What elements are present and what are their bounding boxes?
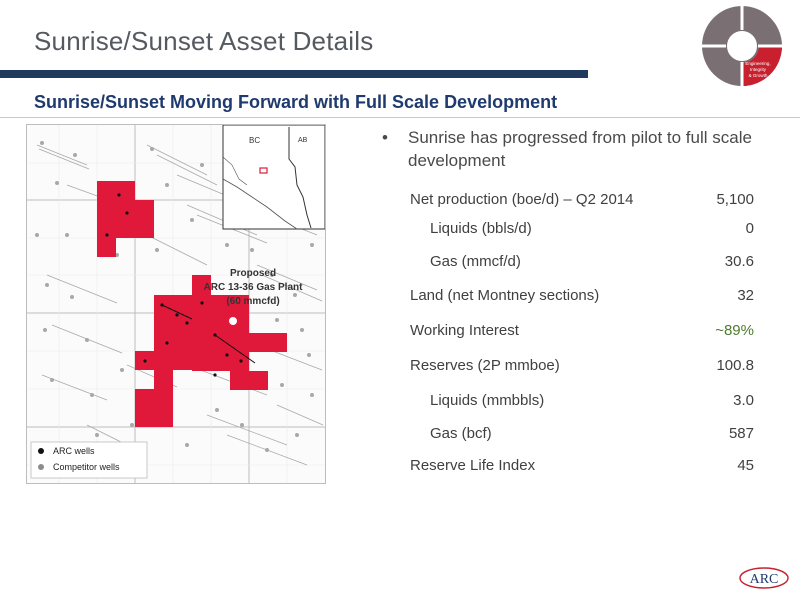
bullet-marker: • (382, 128, 388, 147)
stat-row-working-interest: Working Interest ~89% (410, 322, 754, 342)
stat-row-reserve-life: Reserve Life Index 45 (410, 457, 754, 477)
slide-subtitle: Sunrise/Sunset Moving Forward with Full … (34, 92, 558, 112)
title-bar (0, 70, 588, 78)
plant-label-1: Proposed (230, 268, 276, 279)
map-legend (30, 441, 148, 479)
legend-competitor-marker (38, 464, 44, 470)
wheel-text-1: Engineering, (745, 61, 770, 66)
inset-label-ab: AB (298, 137, 308, 144)
slide-title: Sunrise/Sunset Asset Details (34, 26, 374, 56)
wheel-text-2: Integrity (750, 67, 767, 72)
stat-row-reserve-liquids: Liquids (mmbbls) 3.0 (410, 392, 754, 412)
stat-label: Land (net Montney sections) (410, 287, 600, 304)
wheel-text-3: & Growth (749, 73, 768, 78)
stat-row-net-production: Net production (boe/d) – Q2 2014 5,100 (410, 191, 754, 211)
stat-value: ~89% (715, 322, 754, 339)
stat-value: 100.8 (716, 357, 754, 374)
inset-map (222, 125, 325, 230)
legend-arc-wells: ARC wells (53, 446, 95, 456)
stat-row-gas: Gas (mmcf/d) 30.6 (410, 253, 754, 273)
arc-wheel-logo: Engineering, Integrity & Growth (702, 6, 782, 86)
bullet-text: Sunrise has progressed from pilot to ful… (408, 128, 752, 170)
plant-label-2: ARC 13-36 Gas Plant (204, 282, 304, 293)
asset-map: BC AB Proposed ARC 13-36 Gas Plant (60 m… (26, 124, 326, 484)
stat-value: 0 (745, 220, 754, 237)
stat-value: 45 (737, 457, 754, 474)
stat-label: Reserves (2P mmboe) (410, 357, 560, 374)
stat-label: Liquids (mmbbls) (430, 392, 545, 409)
stat-label: Net production (boe/d) – Q2 2014 (410, 191, 634, 208)
stat-value: 3.0 (733, 392, 754, 409)
stat-row-reserves: Reserves (2P mmboe) 100.8 (410, 357, 754, 377)
inset-label-bc: BC (249, 136, 260, 145)
stat-label: Working Interest (410, 322, 519, 339)
stat-value: 587 (728, 425, 754, 442)
stat-row-reserve-gas: Gas (bcf) 587 (410, 425, 754, 445)
arc-logo: ARC (739, 567, 789, 589)
divider (0, 117, 800, 118)
stat-value: 32 (737, 287, 754, 304)
stat-row-land: Land (net Montney sections) 32 (410, 287, 754, 307)
legend-competitor-wells: Competitor wells (53, 462, 120, 472)
plant-label-3: (60 mmcfd) (226, 296, 279, 307)
stat-value: 5,100 (716, 191, 754, 208)
stat-label: Liquids (bbls/d) (430, 220, 532, 237)
legend-arc-marker (38, 448, 44, 454)
stat-label: Gas (bcf) (430, 425, 492, 442)
stat-row-liquids: Liquids (bbls/d) 0 (410, 220, 754, 240)
stat-label: Reserve Life Index (410, 457, 536, 474)
stat-label: Gas (mmcf/d) (430, 253, 521, 270)
stat-value: 30.6 (724, 253, 754, 270)
arc-logo-text: ARC (750, 572, 779, 587)
